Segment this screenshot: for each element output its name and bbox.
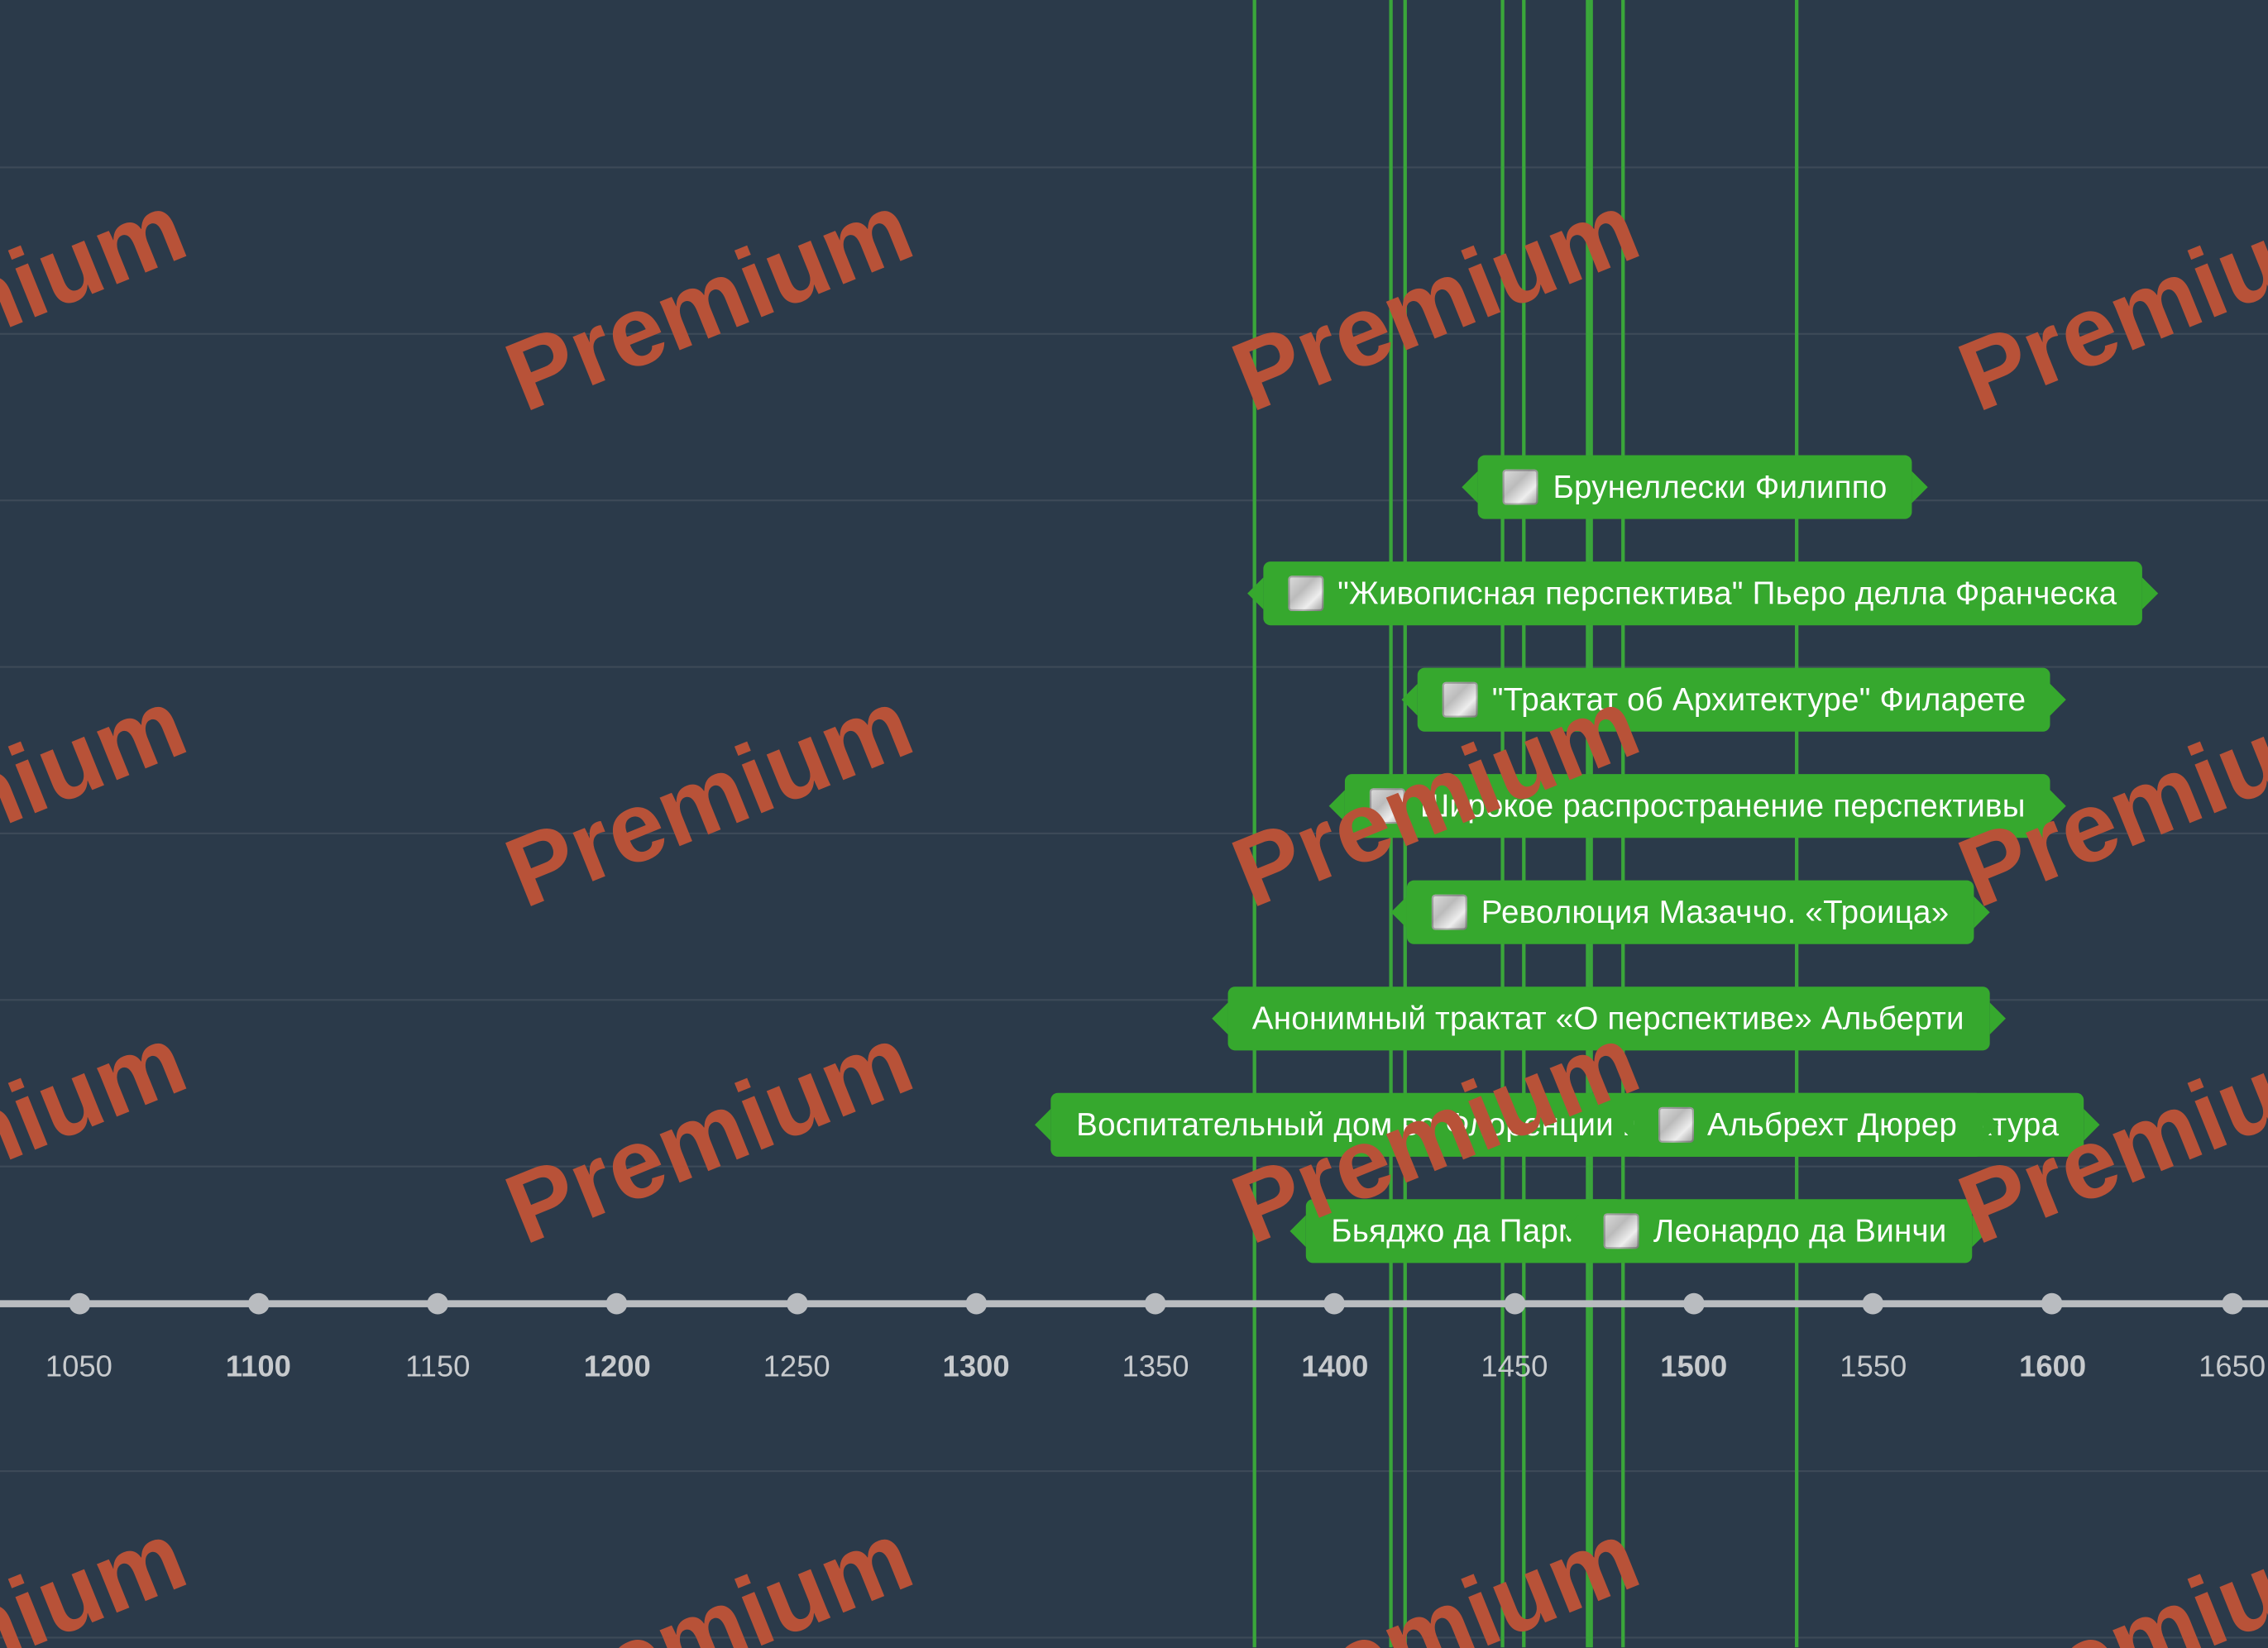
axis-tick — [965, 1293, 987, 1315]
axis-tick — [2042, 1293, 2064, 1315]
axis-tick — [427, 1293, 448, 1315]
axis-label: 1350 — [1122, 1350, 1189, 1386]
hgrid-line — [0, 167, 2268, 169]
event-thumb-icon — [1371, 789, 1406, 824]
axis-tick — [786, 1293, 807, 1315]
timeline-event-alberti[interactable]: Анонимный трактат «О перспективе» Альбер… — [1227, 987, 1989, 1051]
watermark-text: Premium — [0, 169, 201, 434]
axis-label: 1400 — [1301, 1350, 1368, 1386]
watermark-text: Premium — [490, 169, 927, 434]
timeline-event-durer[interactable]: Альбрехт Дюрер — [1633, 1093, 1982, 1157]
event-label: Альбрехт Дюрер — [1707, 1106, 1957, 1144]
watermark-text: Premium — [490, 665, 927, 930]
watermark-text: Premium — [0, 665, 201, 930]
axis-tick — [2222, 1293, 2243, 1315]
axis-label: 1050 — [45, 1350, 112, 1386]
hgrid-line — [0, 1166, 2268, 1168]
timeline-canvas: 1050 1100 1150 1200 1250 1300 1350 1400 1450 1500… — [0, 0, 2268, 1647]
hgrid-line — [0, 1637, 2268, 1639]
watermark-text: Premium — [490, 1001, 927, 1267]
event-thumb-icon — [1604, 1214, 1639, 1249]
axis-label: 1500 — [1660, 1350, 1727, 1386]
event-label: Широкое распространение перспективы — [1420, 788, 2026, 825]
axis-tick — [1683, 1293, 1705, 1315]
timeline-event-leonardo[interactable]: Леонардо да Винчи — [1579, 1200, 1972, 1263]
axis-label: 1300 — [943, 1350, 1010, 1386]
event-label: Анонимный трактат «О перспективе» Альбер… — [1252, 1001, 1964, 1038]
axis-tick — [1324, 1293, 1346, 1315]
event-thumb-icon — [1503, 470, 1538, 505]
timeline-event-piero[interactable]: "Живописная перспектива" Пьеро делла Фра… — [1263, 561, 2141, 625]
timeline-event-brunelleschi[interactable]: Брунеллески Филиппо — [1478, 456, 1912, 519]
axis-label: 1650 — [2199, 1350, 2266, 1386]
axis-label: 1200 — [584, 1350, 651, 1386]
event-label: Бьяджо да Парма — [1331, 1213, 1598, 1250]
timeline-event-spread[interactable]: Широкое распространение перспективы — [1346, 775, 2050, 838]
axis-label: 1600 — [2019, 1350, 2086, 1386]
watermark-text: Premium — [490, 1497, 927, 1648]
axis-tick — [606, 1293, 628, 1315]
event-thumb-icon — [1443, 682, 1478, 718]
watermark-text: Premium — [1943, 169, 2268, 434]
timeline-axis — [0, 1301, 2268, 1308]
axis-tick — [69, 1293, 90, 1315]
event-label: "Живописная перспектива" Пьеро делла Фра… — [1337, 576, 2117, 613]
axis-tick — [1863, 1293, 1884, 1315]
watermark-text: Premium — [1943, 1497, 2268, 1648]
event-vline — [1252, 0, 1256, 1647]
axis-label: 1550 — [1840, 1350, 1907, 1386]
axis-label: 1150 — [405, 1350, 470, 1386]
hgrid-line — [0, 1470, 2268, 1472]
timeline-event-masaccio[interactable]: Революция Мазаччо. «Троица» — [1407, 881, 1974, 944]
timeline-event-filarete[interactable]: "Трактат об Архитектуре" Филарете — [1418, 668, 2051, 732]
event-label: Брунеллески Филиппо — [1553, 469, 1887, 506]
axis-tick — [1145, 1293, 1166, 1315]
axis-label: 1250 — [763, 1350, 830, 1386]
event-label: Революция Мазаччо. «Троица» — [1481, 894, 1950, 931]
axis-label: 1450 — [1481, 1350, 1548, 1386]
event-label: Леонардо да Винчи — [1653, 1213, 1947, 1250]
watermark-text: Premium — [0, 1497, 201, 1648]
axis-tick — [248, 1293, 270, 1315]
watermark-text: Premium — [0, 1001, 201, 1267]
event-thumb-icon — [1432, 895, 1467, 930]
event-thumb-icon — [1658, 1107, 1693, 1143]
event-thumb-icon — [1288, 576, 1323, 612]
hgrid-line — [0, 333, 2268, 335]
event-label: "Трактат об Архитектуре" Филарете — [1492, 681, 2026, 719]
axis-label: 1100 — [226, 1350, 291, 1386]
